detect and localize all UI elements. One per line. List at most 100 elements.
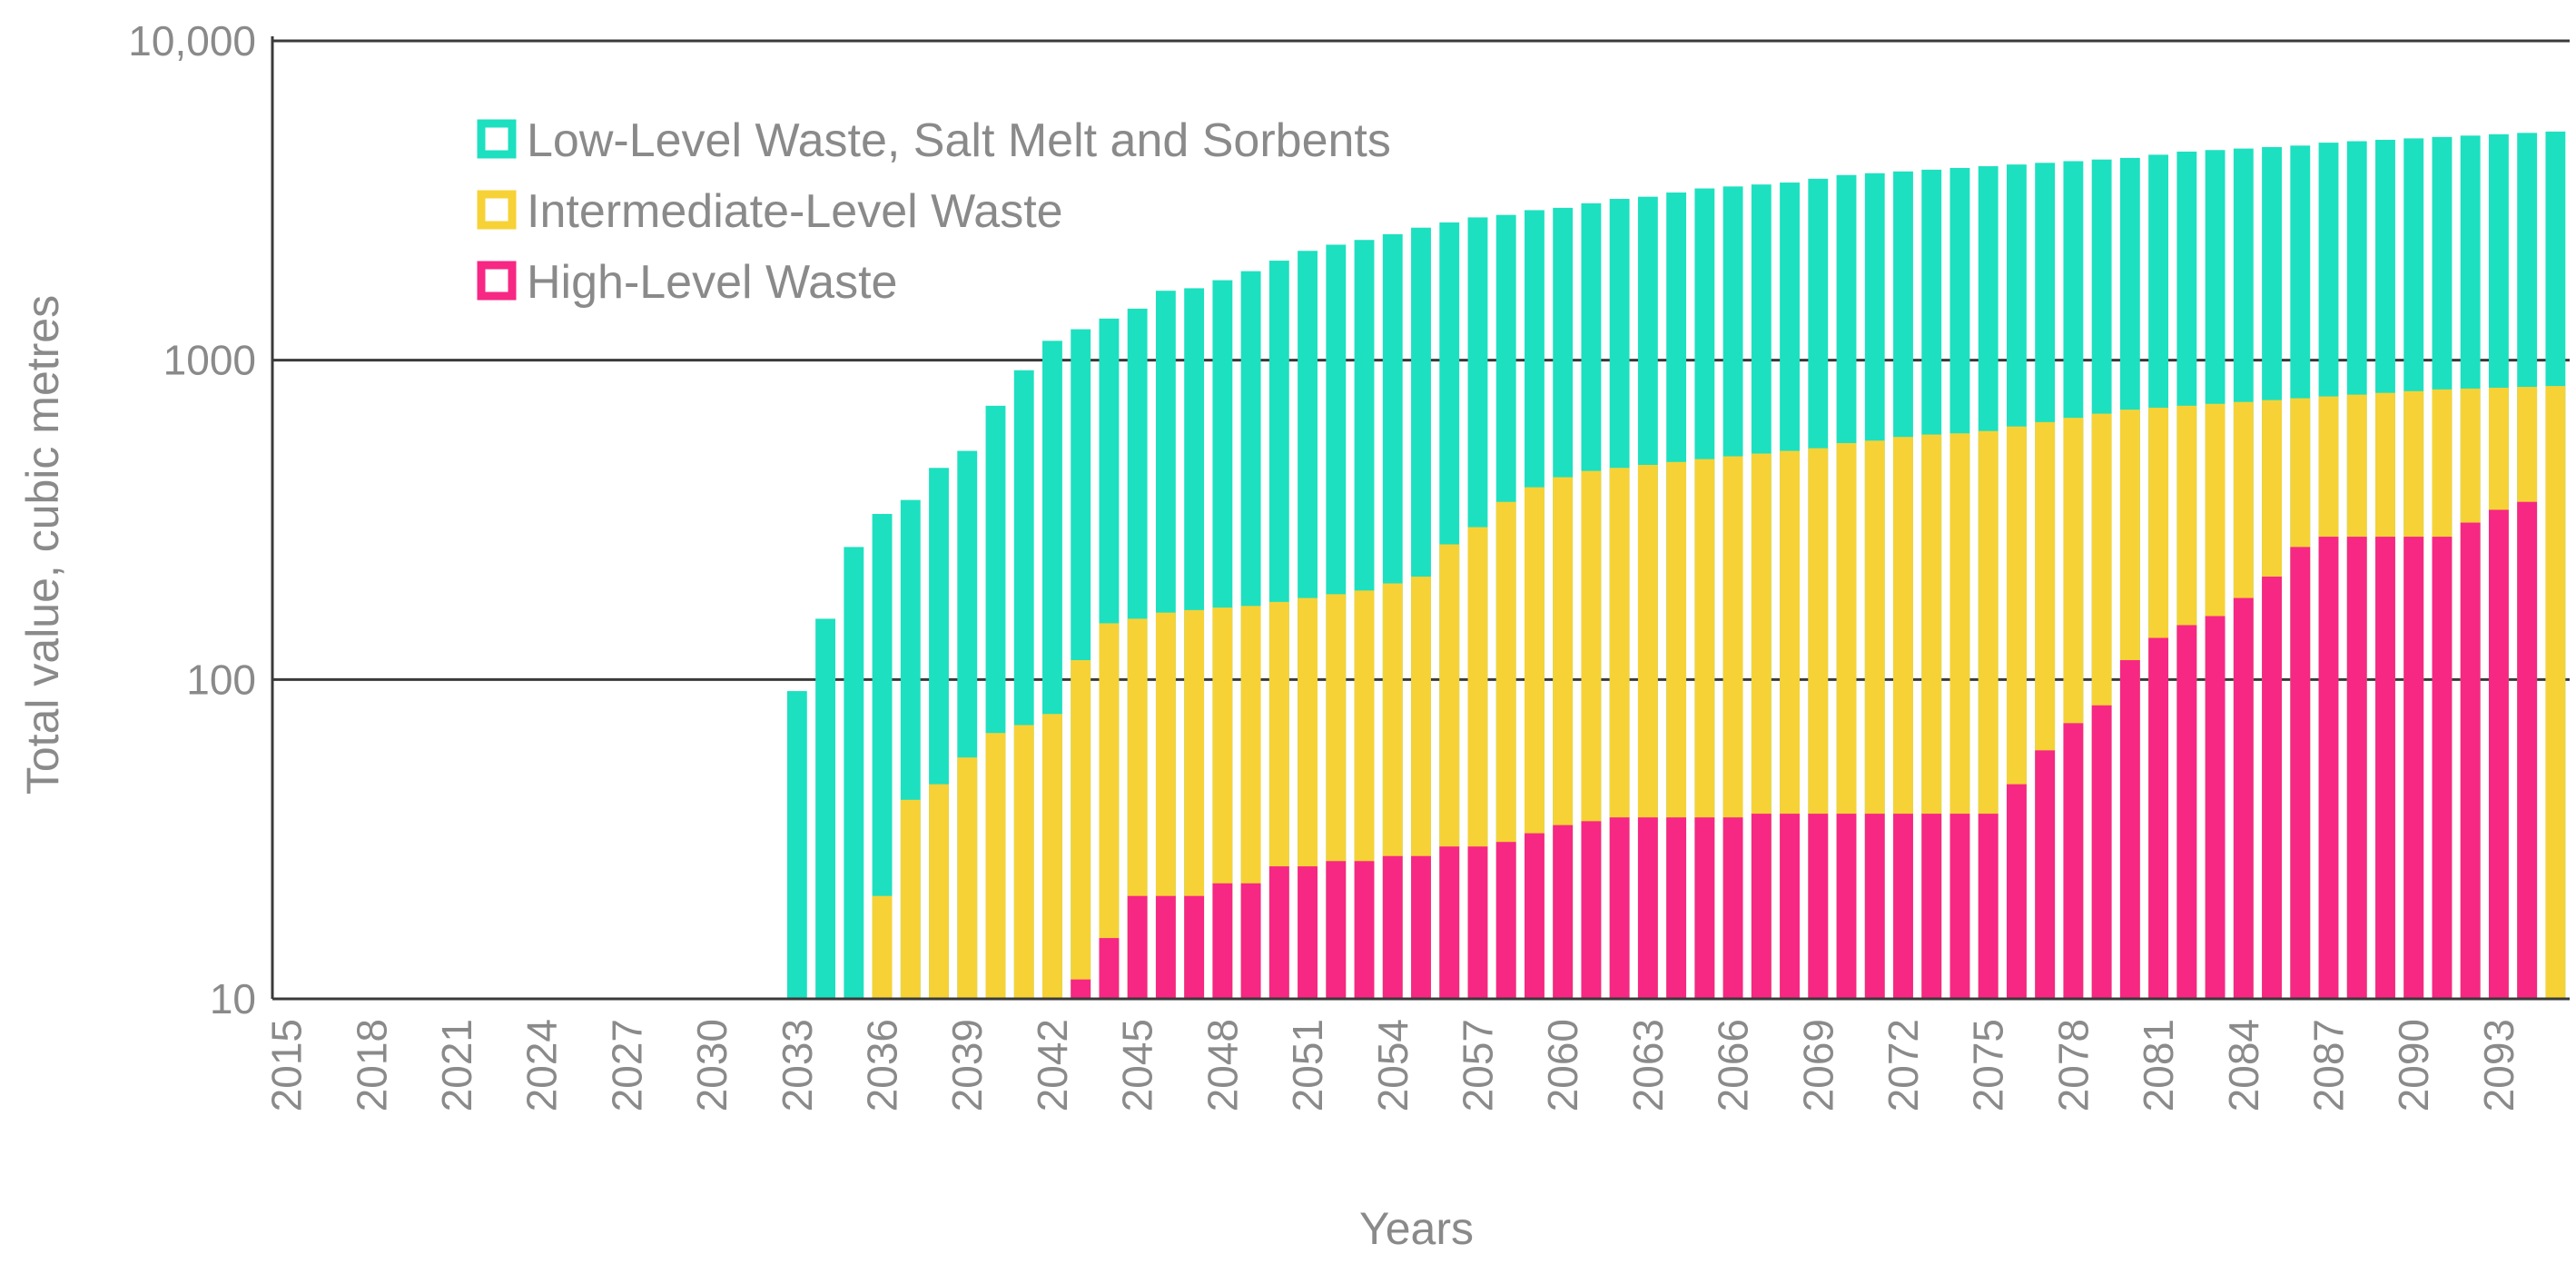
x-tick-label: 2039 — [943, 1019, 991, 1111]
x-tick-labels: 2015 2018 2021 2024 2027 2030 2033 2036 2039 2042… — [263, 1019, 2522, 1111]
bar-low-level-waste-2034 — [815, 618, 836, 999]
bar-high-level-waste-2062 — [1609, 817, 1630, 999]
bar-high-level-waste-2091 — [2432, 537, 2453, 999]
bar-high-level-waste-2065 — [1694, 817, 1715, 999]
bar-high-level-waste-2072 — [1893, 814, 1913, 999]
bar-high-level-waste-2050 — [1268, 866, 1289, 999]
bar-intermediate-level-waste-2044 — [1099, 623, 1120, 999]
bar-high-level-waste-2087 — [2318, 537, 2339, 999]
bar-low-level-waste-2036 — [872, 513, 893, 999]
x-tick-label: 2054 — [1369, 1019, 1416, 1111]
bar-intermediate-level-waste-2041 — [1013, 725, 1034, 999]
bar-high-level-waste-2090 — [2403, 537, 2424, 999]
axes — [271, 36, 2570, 1001]
bar-low-level-waste-2035 — [844, 547, 864, 999]
bar-high-level-waste-2083 — [2205, 616, 2226, 999]
bar-high-level-waste-2073 — [1921, 814, 1942, 999]
y-tick-label: 10 — [210, 975, 256, 1022]
bar-high-level-waste-2084 — [2233, 597, 2254, 999]
bar-high-level-waste-2056 — [1439, 846, 1460, 999]
bar-intermediate-level-waste-2038 — [929, 784, 949, 999]
bar-high-level-waste-2064 — [1666, 817, 1687, 999]
legend-label: High-Level Waste — [527, 256, 897, 309]
bar-high-level-waste-2066 — [1722, 817, 1743, 999]
bar-high-level-waste-2052 — [1326, 861, 1347, 999]
bar-high-level-waste-2067 — [1751, 814, 1772, 999]
legend-swatch — [477, 190, 517, 230]
bar-high-level-waste-2055 — [1411, 855, 1431, 999]
bars — [786, 131, 2566, 1000]
x-tick-label: 2042 — [1029, 1019, 1076, 1111]
bar-high-level-waste-2076 — [2006, 784, 2027, 999]
bar-high-level-waste-2049 — [1240, 883, 1261, 999]
bar-high-level-waste-2048 — [1212, 883, 1233, 999]
bar-high-level-waste-2074 — [1949, 814, 1970, 999]
bar-intermediate-level-waste-2040 — [985, 733, 1006, 999]
legend: Low-Level Waste, Salt Melt and Sorbents I… — [477, 114, 1391, 309]
bar-high-level-waste-2078 — [2063, 723, 2084, 999]
bar-high-level-waste-2079 — [2091, 705, 2112, 999]
legend-swatch — [477, 261, 517, 301]
legend-label: Low-Level Waste, Salt Melt and Sorbents — [527, 114, 1391, 167]
bar-high-level-waste-2093 — [2488, 509, 2509, 999]
y-tick-label: 100 — [186, 656, 256, 703]
x-tick-label: 2093 — [2475, 1019, 2522, 1111]
x-tick-label: 2051 — [1284, 1019, 1331, 1111]
bar-high-level-waste-2081 — [2148, 637, 2169, 999]
x-tick-label: 2084 — [2220, 1019, 2267, 1111]
bar-high-level-waste-2092 — [2460, 522, 2481, 999]
x-tick-label: 2027 — [603, 1019, 650, 1111]
x-tick-label: 2030 — [688, 1019, 735, 1111]
bar-high-level-waste-2046 — [1155, 895, 1176, 999]
bar-high-level-waste-2086 — [2290, 547, 2311, 999]
bar-intermediate-level-waste-2039 — [957, 757, 978, 999]
x-tick-label: 2036 — [859, 1019, 906, 1111]
bar-high-level-waste-2094 — [2517, 501, 2538, 999]
bar-high-level-waste-2071 — [1864, 814, 1885, 999]
bar-high-level-waste-2068 — [1780, 814, 1800, 999]
bar-high-level-waste-2075 — [1978, 814, 1999, 999]
x-tick-label: 2075 — [1965, 1019, 2012, 1111]
x-axis-label: Years — [1359, 1203, 1474, 1254]
bar-high-level-waste-2059 — [1525, 833, 1545, 999]
bar-high-level-waste-2082 — [2176, 625, 2197, 999]
x-tick-label: 2024 — [518, 1019, 566, 1111]
bar-high-level-waste-2054 — [1382, 855, 1403, 999]
bar-intermediate-level-waste-2037 — [900, 799, 921, 999]
x-tick-label: 2018 — [348, 1019, 395, 1111]
bar-high-level-waste-2051 — [1298, 866, 1318, 999]
y-tick-label: 10,000 — [128, 17, 256, 64]
bar-intermediate-level-waste-2095 — [2545, 386, 2566, 999]
bar-high-level-waste-2069 — [1808, 814, 1829, 999]
bar-intermediate-level-waste-2036 — [872, 895, 893, 999]
bar-high-level-waste-2080 — [2119, 659, 2140, 999]
bar-high-level-waste-2089 — [2375, 537, 2395, 999]
bar-high-level-waste-2088 — [2346, 537, 2367, 999]
x-tick-label: 2063 — [1624, 1019, 1672, 1111]
bar-high-level-waste-2070 — [1836, 814, 1857, 999]
bar-high-level-waste-2061 — [1581, 821, 1602, 999]
x-tick-label: 2045 — [1114, 1019, 1161, 1111]
legend-swatch — [477, 119, 517, 159]
bar-high-level-waste-2085 — [2262, 577, 2282, 999]
x-tick-label: 2069 — [1794, 1019, 1841, 1111]
x-tick-label: 2033 — [774, 1019, 821, 1111]
x-tick-label: 2066 — [1710, 1019, 1757, 1111]
bar-high-level-waste-2063 — [1637, 817, 1658, 999]
x-tick-label: 2081 — [2135, 1019, 2182, 1111]
bar-high-level-waste-2057 — [1467, 846, 1488, 999]
x-tick-label: 2060 — [1539, 1019, 1586, 1111]
x-tick-label: 2015 — [263, 1019, 311, 1111]
x-tick-label: 2078 — [2049, 1019, 2097, 1111]
x-tick-label: 2087 — [2305, 1019, 2353, 1111]
bar-intermediate-level-waste-2042 — [1042, 714, 1062, 999]
x-tick-label: 2090 — [2390, 1019, 2437, 1111]
bar-intermediate-level-waste-2043 — [1071, 659, 1091, 999]
y-tick-label: 1000 — [163, 337, 256, 384]
bar-high-level-waste-2044 — [1099, 938, 1120, 999]
bar-high-level-waste-2045 — [1127, 895, 1148, 999]
y-tick-labels: 10 100 1000 10,000 — [128, 17, 256, 1022]
bar-high-level-waste-2047 — [1184, 895, 1205, 999]
